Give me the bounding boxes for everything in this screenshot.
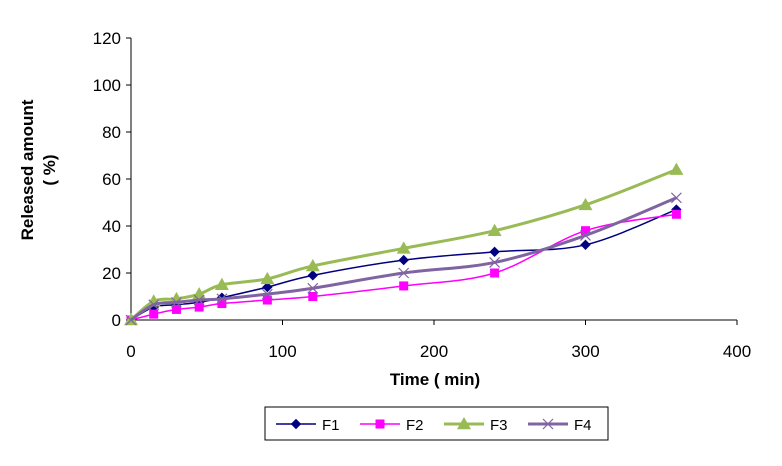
- series-f4: [125, 192, 682, 326]
- x-tick-label: 400: [723, 342, 751, 361]
- data-point-f2: [217, 299, 227, 309]
- data-point-f4: [261, 288, 273, 300]
- data-point-f3: [578, 197, 593, 211]
- x-tick-label: 300: [571, 342, 599, 361]
- series-f2: [126, 209, 681, 325]
- series-line-f2: [130, 213, 677, 321]
- legend-item-f2: F2: [360, 417, 424, 434]
- legend-item-f4: F4: [528, 417, 592, 434]
- y-tick-label: 40: [102, 217, 121, 236]
- legend-item-f3: F3: [444, 417, 508, 434]
- x-axis-title: Time ( min): [390, 370, 480, 389]
- marker-stroke: [125, 314, 137, 326]
- marker-stroke: [542, 418, 554, 430]
- legend-swatch-marker-f4: [542, 418, 554, 430]
- data-point-f3: [260, 271, 275, 285]
- y-tick-label: 80: [102, 123, 121, 142]
- data-point-f4: [398, 267, 410, 279]
- data-point-f3: [305, 258, 320, 272]
- legend: F1 F2 F3 F4: [264, 406, 609, 441]
- series-f1: [125, 204, 682, 326]
- legend-swatch-marker-f2: [375, 419, 385, 429]
- data-point-f2: [194, 302, 204, 312]
- data-point-f3: [214, 277, 229, 290]
- data-point-f2: [490, 268, 500, 278]
- data-point-f2: [308, 292, 318, 301]
- data-point-f2: [581, 226, 590, 236]
- marker-stroke: [216, 293, 228, 305]
- legend-item-f1: F1: [276, 417, 340, 434]
- data-point-f2: [262, 295, 272, 305]
- data-point-f3: [396, 241, 411, 254]
- legend-label-f2: F2: [406, 417, 424, 434]
- x-tick-label: 100: [268, 342, 296, 361]
- data-point-f4: [670, 192, 682, 204]
- marker-stroke: [489, 257, 501, 268]
- data-point-f2: [399, 281, 409, 291]
- data-point-f1: [398, 254, 409, 266]
- marker-stroke: [261, 288, 273, 300]
- data-point-f2: [671, 209, 681, 219]
- data-point-f1: [489, 246, 500, 258]
- data-point-f2: [149, 309, 159, 319]
- marker-stroke: [307, 282, 319, 294]
- y-tick-label: 100: [93, 76, 121, 95]
- data-point-f1: [262, 281, 273, 293]
- y-tick-label: 60: [102, 170, 121, 189]
- marker-stroke: [398, 267, 410, 279]
- y-axis-title-line1: Released amount: [18, 99, 37, 240]
- data-point-f4: [489, 257, 501, 268]
- data-point-f4: [193, 294, 205, 306]
- marker-stroke: [171, 296, 182, 308]
- data-point-f4: [125, 314, 137, 326]
- legend-swatch-marker-f1: [290, 418, 302, 430]
- marker-stroke: [670, 192, 682, 204]
- legend-label-f1: F1: [322, 417, 340, 434]
- data-point-f2: [171, 304, 181, 314]
- series-line-f4: [130, 196, 677, 322]
- legend-swatch-marker-f3: [457, 417, 471, 430]
- data-point-f4: [148, 299, 160, 311]
- marker-stroke: [148, 299, 160, 311]
- axes: 0 20 40 60 80 100 120 0 100 200 300 400: [93, 29, 752, 361]
- data-point-f1: [307, 270, 319, 281]
- marker-stroke: [193, 294, 205, 306]
- marker-stroke: [580, 229, 591, 241]
- data-point-f4: [307, 282, 319, 294]
- data-point-f4: [171, 296, 182, 308]
- data-point-f4: [216, 293, 228, 305]
- data-point-f3: [669, 162, 684, 175]
- y-tick-label: 120: [93, 29, 121, 48]
- y-tick-label: 20: [102, 264, 121, 283]
- x-tick-label: 0: [126, 342, 135, 361]
- legend-label-f4: F4: [574, 417, 592, 434]
- series-layer: [124, 162, 684, 326]
- data-point-f3: [487, 223, 502, 236]
- data-point-f4: [580, 229, 591, 241]
- x-tick-label: 200: [420, 342, 448, 361]
- legend-label-f3: F3: [490, 417, 508, 434]
- y-axis-title-line2: ( %): [40, 154, 59, 185]
- y-tick-label: 0: [112, 311, 121, 330]
- data-point-f1: [580, 239, 591, 251]
